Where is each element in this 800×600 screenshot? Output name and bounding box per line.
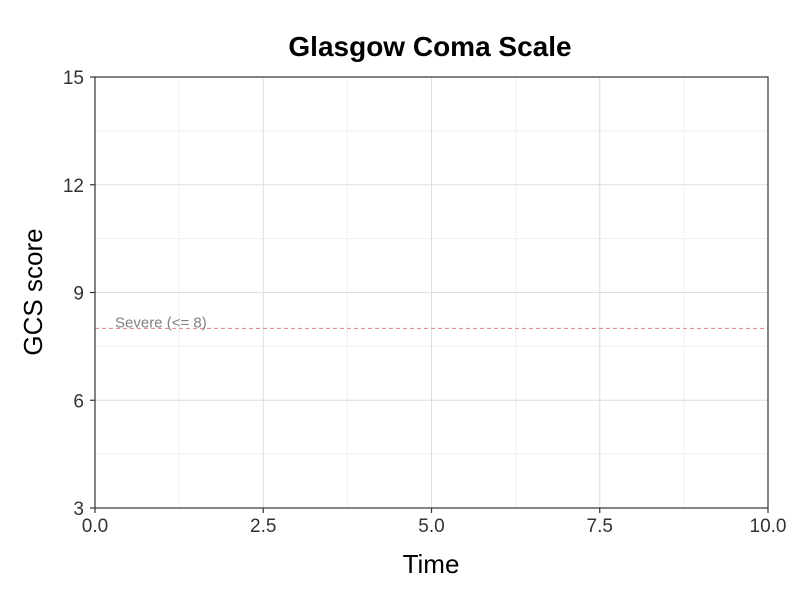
reference-lines: Severe (<= 8) [95, 314, 768, 331]
x-tick-label: 2.5 [250, 516, 276, 537]
x-tick-label: 0.0 [82, 516, 108, 537]
y-axis-ticks: 3 6 9 12 15 [63, 68, 95, 520]
y-tick-label: 9 [73, 284, 84, 305]
x-tick-label: 10.0 [750, 516, 787, 537]
x-tick-label: 7.5 [587, 516, 613, 537]
x-axis-title: Time [403, 549, 460, 579]
severe-threshold-label: Severe (<= 8) [115, 314, 207, 331]
y-tick-label: 3 [73, 499, 84, 520]
x-tick-label: 5.0 [418, 516, 444, 537]
chart-title: Glasgow Coma Scale [288, 31, 571, 62]
y-tick-label: 12 [63, 176, 84, 197]
y-tick-label: 6 [73, 391, 84, 412]
y-tick-label: 15 [63, 68, 84, 89]
y-axis-title: GCS score [18, 228, 48, 355]
x-axis-ticks: 0.0 2.5 5.0 7.5 10.0 [82, 508, 787, 537]
major-gridlines [94, 76, 769, 509]
